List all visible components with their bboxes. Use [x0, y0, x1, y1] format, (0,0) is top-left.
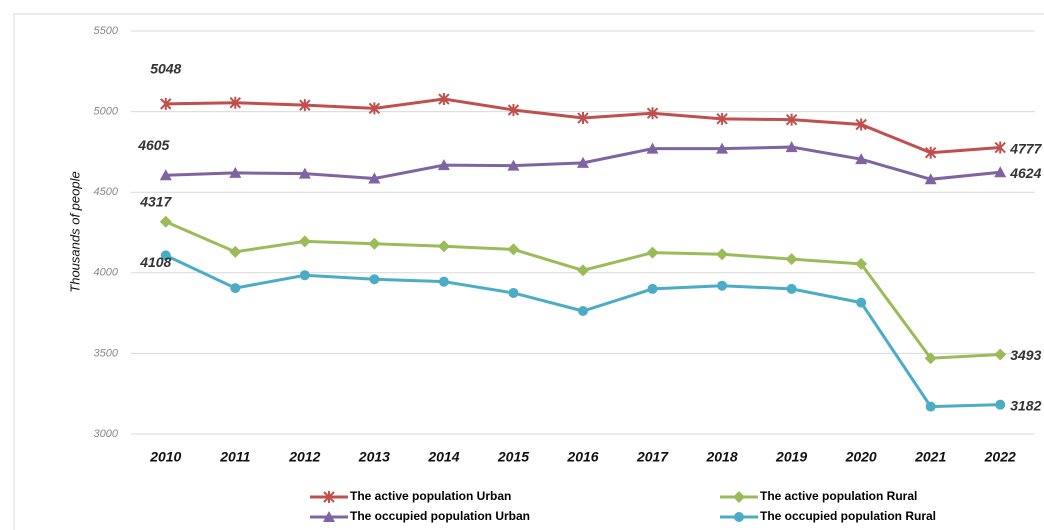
data-label: 4108: [139, 254, 171, 270]
legend-item: The occupied population Rural: [720, 509, 936, 523]
x-tick-label: 2011: [219, 449, 250, 465]
x-tick-label: 2014: [427, 449, 459, 465]
legend-marker: [323, 491, 335, 503]
data-point: [646, 246, 659, 259]
data-point: [159, 169, 172, 181]
series-line: [165, 254, 1001, 409]
data-point: [925, 401, 936, 412]
legend-marker: [734, 512, 744, 522]
data-label: 5048: [150, 61, 181, 77]
y-tick-label: 4000: [94, 267, 119, 279]
chart-border: [13, 13, 1044, 530]
data-point: [716, 142, 729, 154]
legend-label: The occupied population Rural: [760, 509, 936, 523]
data-point: [369, 274, 380, 285]
legend-marker: [323, 511, 335, 522]
data-label: 4624: [1009, 165, 1041, 181]
data-point: [716, 112, 728, 125]
data-point: [785, 253, 798, 266]
legend-item: The active population Rural: [720, 489, 917, 503]
y-tick-label: 3500: [94, 347, 119, 359]
y-axis-label: Thousands of people: [67, 171, 82, 292]
data-point: [646, 142, 659, 154]
data-point: [647, 283, 658, 294]
data-label: 4317: [139, 193, 172, 209]
data-point: [368, 102, 381, 115]
x-tick-label: 2016: [566, 449, 598, 465]
data-point: [298, 235, 311, 248]
series-line: [165, 97, 1001, 155]
x-tick-label: 2018: [705, 449, 737, 465]
data-point: [368, 237, 381, 250]
data-point: [229, 166, 242, 178]
data-point: [229, 96, 242, 109]
data-point: [994, 348, 1007, 361]
data-point: [229, 245, 242, 258]
legend-label: The active population Rural: [760, 489, 917, 503]
data-point: [508, 287, 519, 298]
data-point: [785, 113, 798, 126]
data-point: [995, 399, 1006, 410]
x-tick-label: 2019: [775, 449, 807, 465]
legend-label: The occupied population Urban: [350, 509, 530, 523]
data-point: [507, 159, 520, 171]
data-point: [924, 173, 937, 185]
data-point: [230, 283, 241, 294]
data-point: [438, 276, 449, 287]
data-point: [299, 99, 311, 112]
data-label: 3493: [1010, 347, 1041, 363]
x-tick-label: 2010: [149, 449, 181, 465]
data-point: [437, 159, 450, 171]
legend-item: The occupied population Urban: [310, 509, 530, 523]
data-point: [507, 103, 520, 116]
x-tick-label: 2013: [358, 449, 390, 465]
data-point: [298, 167, 311, 179]
legend-marker: [733, 491, 745, 503]
data-point: [507, 243, 520, 256]
data-point: [578, 306, 588, 317]
data-point: [855, 118, 867, 131]
legend-label: The active population Urban: [350, 489, 511, 503]
data-point: [786, 283, 797, 294]
series-line: [165, 220, 1001, 360]
y-tick-label: 5000: [94, 106, 119, 118]
y-tick-label: 3000: [94, 428, 119, 440]
x-tick-label: 2020: [845, 449, 877, 465]
data-label: 4605: [137, 137, 169, 153]
data-label: 4777: [1009, 140, 1042, 156]
x-tick-label: 2021: [914, 449, 946, 465]
data-point: [437, 240, 450, 253]
data-point: [924, 146, 937, 159]
data-point: [646, 107, 659, 120]
data-point: [368, 172, 381, 184]
x-tick-label: 2017: [636, 449, 669, 465]
y-tick-label: 5500: [94, 25, 119, 37]
x-tick-label: 2022: [984, 449, 1016, 465]
data-point: [577, 264, 589, 277]
x-tick-label: 2015: [497, 449, 529, 465]
data-point: [994, 141, 1006, 154]
data-point: [159, 215, 172, 228]
data-point: [855, 153, 868, 165]
data-point: [785, 141, 798, 153]
data-point: [299, 270, 310, 281]
data-point: [716, 248, 729, 261]
data-point: [856, 297, 867, 308]
data-point: [438, 93, 450, 106]
data-point: [855, 257, 868, 270]
data-point: [924, 352, 937, 365]
data-point: [994, 166, 1007, 178]
y-tick-label: 4500: [94, 186, 119, 198]
legend-item: The active population Urban: [310, 489, 511, 503]
data-point: [577, 112, 589, 125]
data-point: [160, 250, 171, 261]
data-point: [577, 156, 589, 168]
data-point: [717, 280, 728, 291]
data-point: [160, 97, 172, 110]
x-tick-label: 2012: [288, 449, 320, 465]
data-label: 3182: [1010, 397, 1041, 413]
